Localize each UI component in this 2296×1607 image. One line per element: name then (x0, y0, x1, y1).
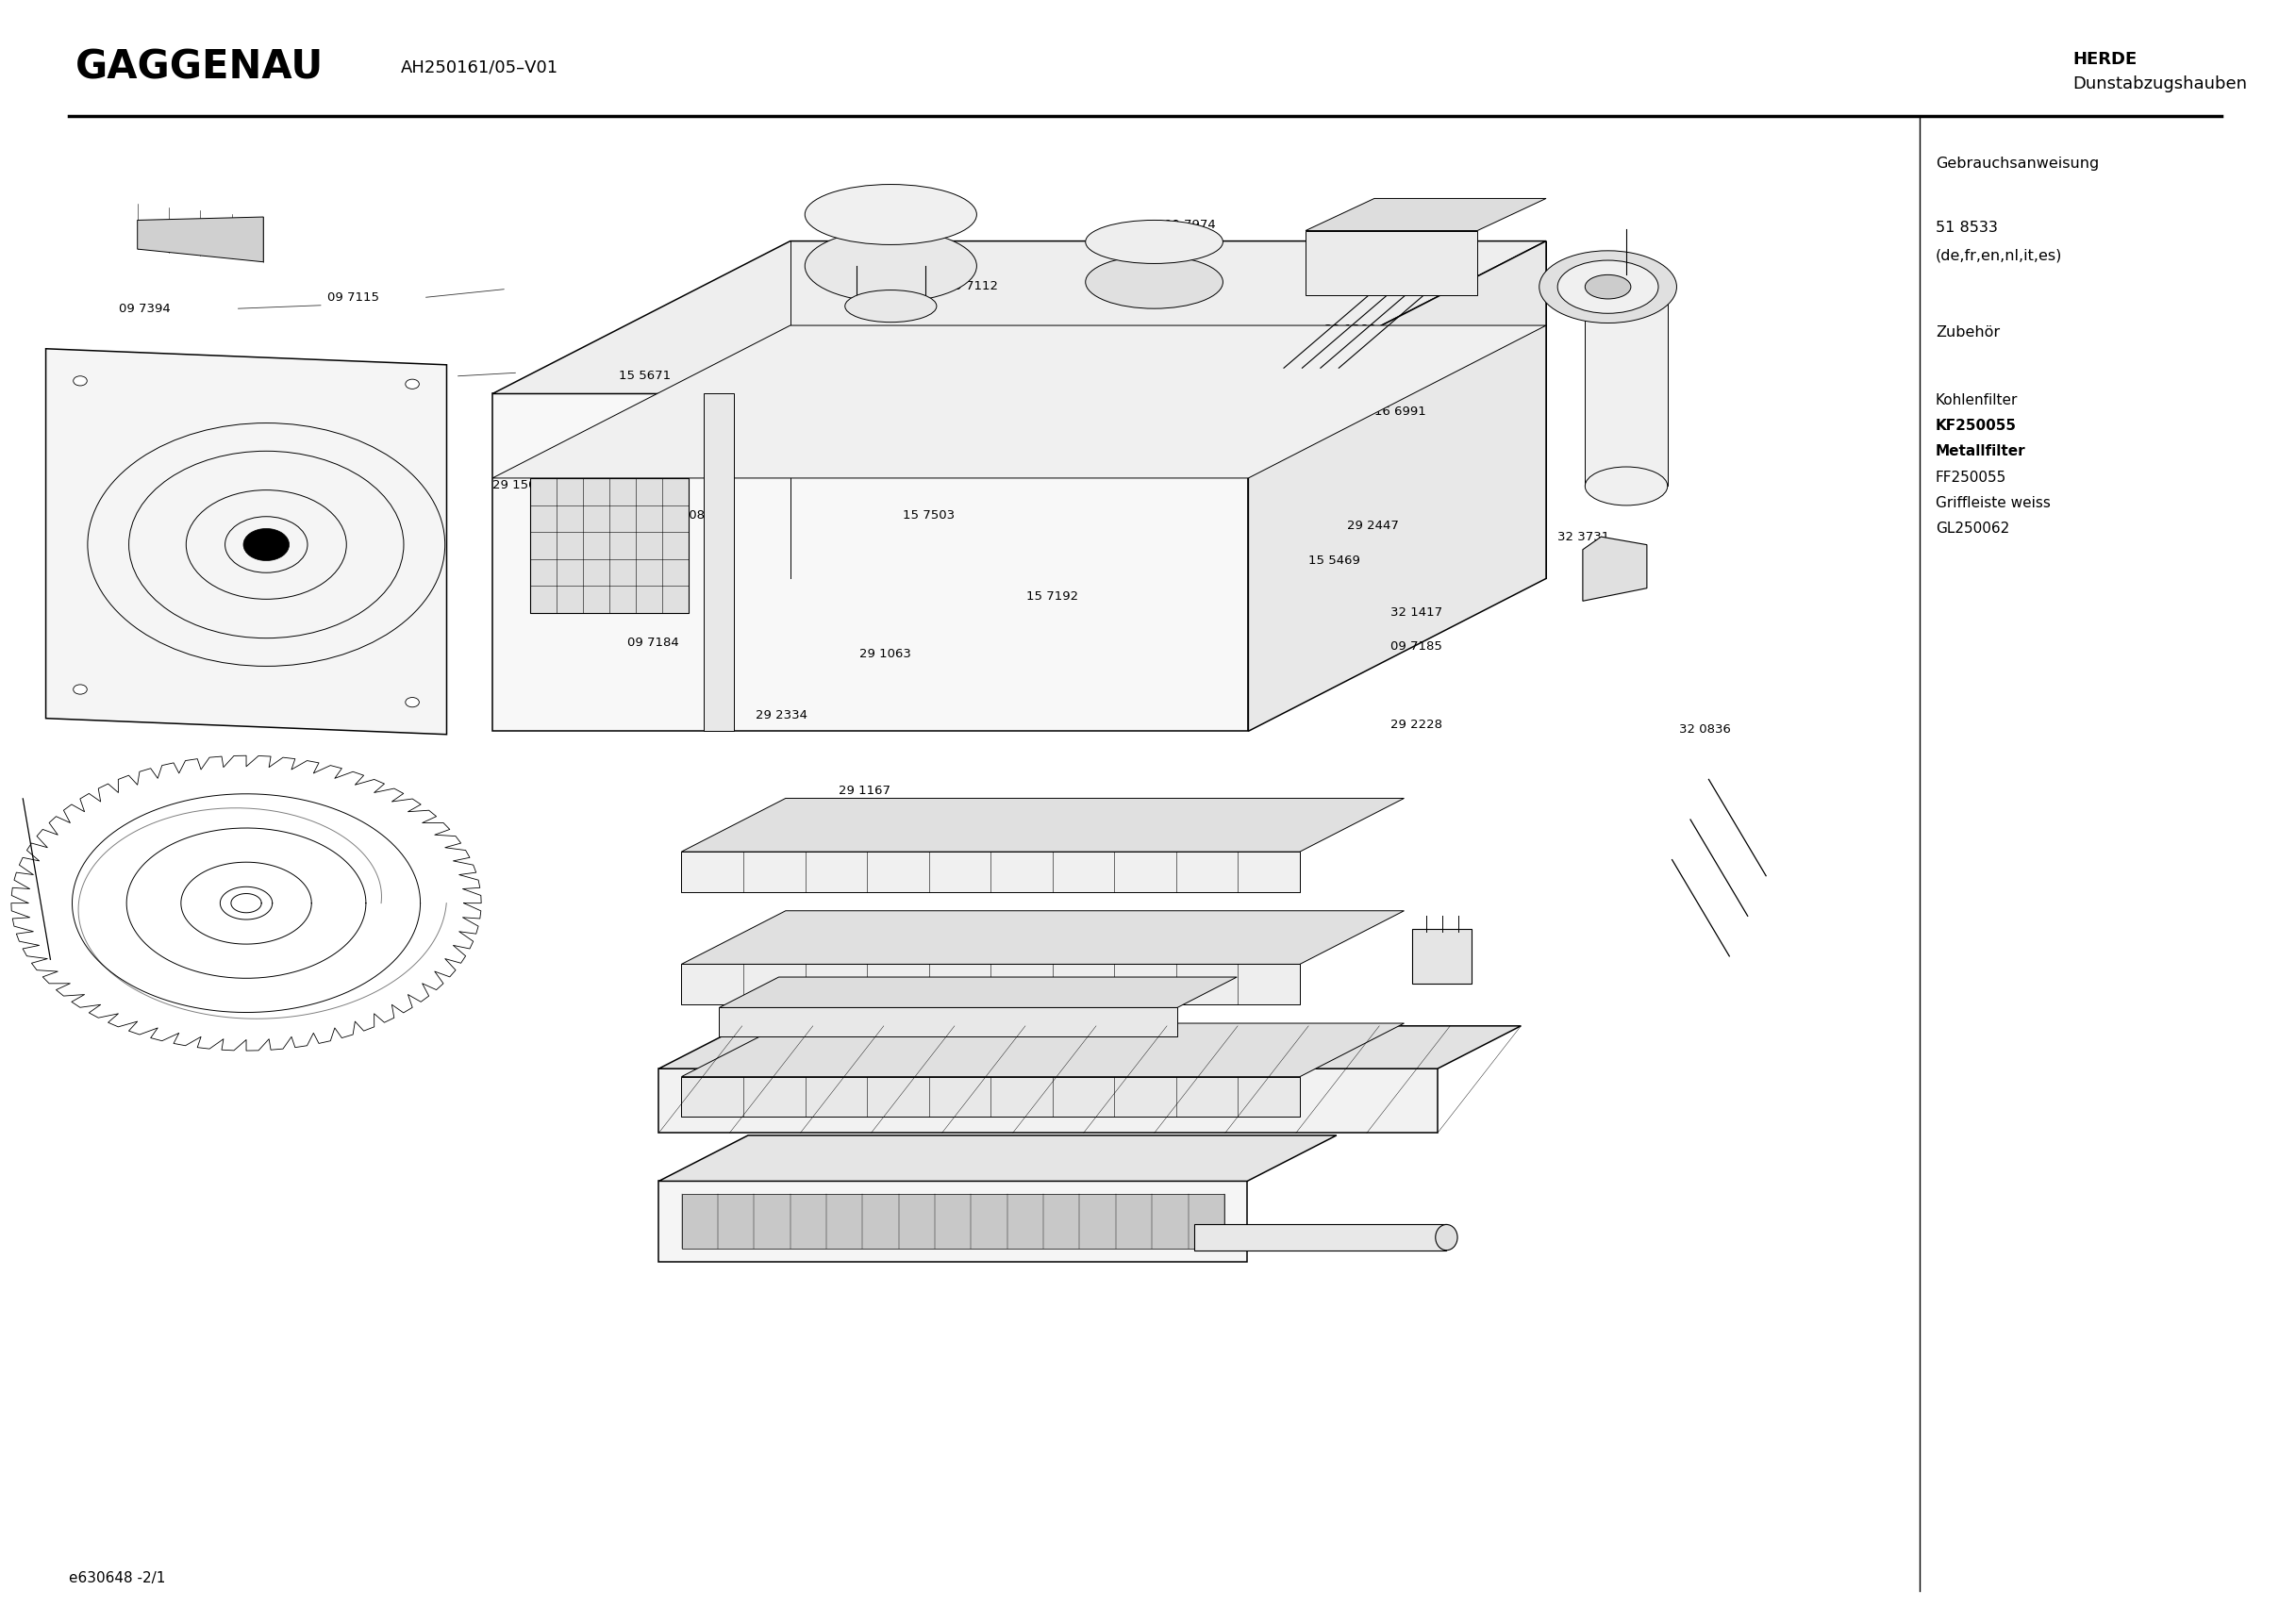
Polygon shape (682, 911, 1405, 964)
Polygon shape (682, 1194, 1224, 1249)
Polygon shape (682, 852, 1300, 892)
Text: 09 8664: 09 8664 (1341, 239, 1391, 252)
Text: Gebrauchsanweisung: Gebrauchsanweisung (1936, 157, 2099, 170)
Ellipse shape (806, 230, 976, 302)
Text: 32 0836: 32 0836 (1678, 723, 1731, 736)
Ellipse shape (1584, 273, 1667, 312)
Text: 09 7115: 09 7115 (328, 291, 379, 304)
Ellipse shape (73, 376, 87, 386)
Text: 29 1063: 29 1063 (859, 648, 912, 660)
Text: 15 7503: 15 7503 (902, 509, 955, 522)
Text: Metallfilter: Metallfilter (1936, 445, 2025, 458)
Polygon shape (659, 1025, 1520, 1069)
Text: 09 7394: 09 7394 (119, 302, 170, 315)
Text: 09 8002: 09 8002 (138, 534, 188, 546)
Text: KF250055: KF250055 (1936, 419, 2016, 432)
Text: HERDE: HERDE (2073, 51, 2138, 67)
Polygon shape (138, 217, 264, 262)
Text: 32 1922: 32 1922 (1575, 262, 1628, 275)
Polygon shape (719, 977, 1238, 1008)
Text: 29 2334: 29 2334 (755, 709, 808, 722)
Text: Kohlenfilter: Kohlenfilter (1936, 394, 2018, 407)
Text: 29 1167: 29 1167 (838, 784, 891, 797)
Text: 29 1500: 29 1500 (491, 479, 544, 492)
Ellipse shape (1538, 251, 1676, 323)
Text: 09 7185: 09 7185 (1391, 640, 1442, 652)
Ellipse shape (406, 697, 420, 707)
Text: 32 0826: 32 0826 (668, 509, 721, 522)
Text: 29 0744: 29 0744 (126, 440, 177, 453)
Text: e630648 -2/1: e630648 -2/1 (69, 1572, 165, 1585)
Polygon shape (659, 1069, 1437, 1133)
Text: 32 3731: 32 3731 (1557, 530, 1609, 543)
Polygon shape (1584, 292, 1667, 485)
Text: 29 1636: 29 1636 (893, 448, 946, 461)
Polygon shape (1194, 1225, 1446, 1250)
Ellipse shape (243, 529, 289, 561)
Ellipse shape (806, 185, 976, 244)
Ellipse shape (1584, 466, 1667, 506)
Text: 09 7152: 09 7152 (774, 362, 827, 374)
Text: 15 5469: 15 5469 (1309, 554, 1359, 567)
Polygon shape (682, 799, 1405, 852)
Polygon shape (491, 394, 1249, 731)
Polygon shape (530, 479, 689, 612)
Ellipse shape (1435, 1225, 1458, 1250)
Ellipse shape (406, 379, 420, 389)
Text: 09 8001: 09 8001 (142, 593, 193, 606)
Text: 29 1106: 29 1106 (629, 543, 682, 556)
Polygon shape (682, 1077, 1300, 1117)
Text: 15 5671: 15 5671 (618, 370, 670, 382)
Polygon shape (659, 1135, 1336, 1181)
FancyBboxPatch shape (1412, 929, 1472, 983)
Text: GL250062: GL250062 (1936, 522, 2009, 535)
Polygon shape (1306, 198, 1545, 230)
Polygon shape (682, 964, 1300, 1004)
Text: Dunstabzugshauben: Dunstabzugshauben (2073, 76, 2248, 92)
Text: 09 7184: 09 7184 (627, 636, 680, 649)
Text: 51 8533: 51 8533 (1936, 222, 1998, 235)
Text: 32 1289: 32 1289 (1325, 323, 1375, 336)
Text: AH250161/05–V01: AH250161/05–V01 (402, 59, 558, 76)
Polygon shape (659, 1181, 1247, 1261)
Text: (de,fr,en,nl,it,es): (de,fr,en,nl,it,es) (1936, 249, 2062, 262)
Ellipse shape (73, 685, 87, 694)
Text: 16 6991: 16 6991 (1375, 405, 1426, 418)
Polygon shape (491, 325, 1545, 479)
Polygon shape (1582, 537, 1646, 601)
Polygon shape (719, 1008, 1178, 1037)
Text: 29 2228: 29 2228 (1391, 718, 1442, 731)
Ellipse shape (845, 291, 937, 321)
Text: FF250055: FF250055 (1936, 471, 2007, 484)
Polygon shape (682, 1024, 1405, 1077)
Text: 15 7192: 15 7192 (1026, 590, 1079, 603)
Polygon shape (1249, 241, 1545, 731)
Ellipse shape (1086, 256, 1224, 309)
Text: 32 1346: 32 1346 (383, 370, 434, 382)
Polygon shape (1306, 230, 1476, 296)
Text: 15 6319: 15 6319 (808, 333, 861, 346)
Text: 15 5469: 15 5469 (1341, 283, 1391, 296)
Text: 09 7974: 09 7974 (1164, 219, 1215, 231)
Text: 09 7184: 09 7184 (276, 707, 326, 720)
Text: Zubehör: Zubehör (1936, 326, 2000, 339)
Text: 32 1417: 32 1417 (1391, 606, 1442, 619)
Polygon shape (705, 394, 735, 731)
Text: 29 2447: 29 2447 (1348, 519, 1398, 532)
Text: 32 1415: 32 1415 (1215, 370, 1265, 382)
Text: GAGGENAU: GAGGENAU (76, 48, 324, 87)
Text: 09 7277: 09 7277 (1609, 439, 1662, 452)
Polygon shape (491, 241, 1545, 394)
Ellipse shape (1086, 220, 1224, 264)
Ellipse shape (1557, 260, 1658, 313)
Ellipse shape (1584, 275, 1630, 299)
Text: 09 7109: 09 7109 (836, 190, 889, 202)
Polygon shape (46, 349, 448, 734)
Text: Griffleiste weiss: Griffleiste weiss (1936, 497, 2050, 509)
Text: 09 7112: 09 7112 (946, 280, 999, 292)
